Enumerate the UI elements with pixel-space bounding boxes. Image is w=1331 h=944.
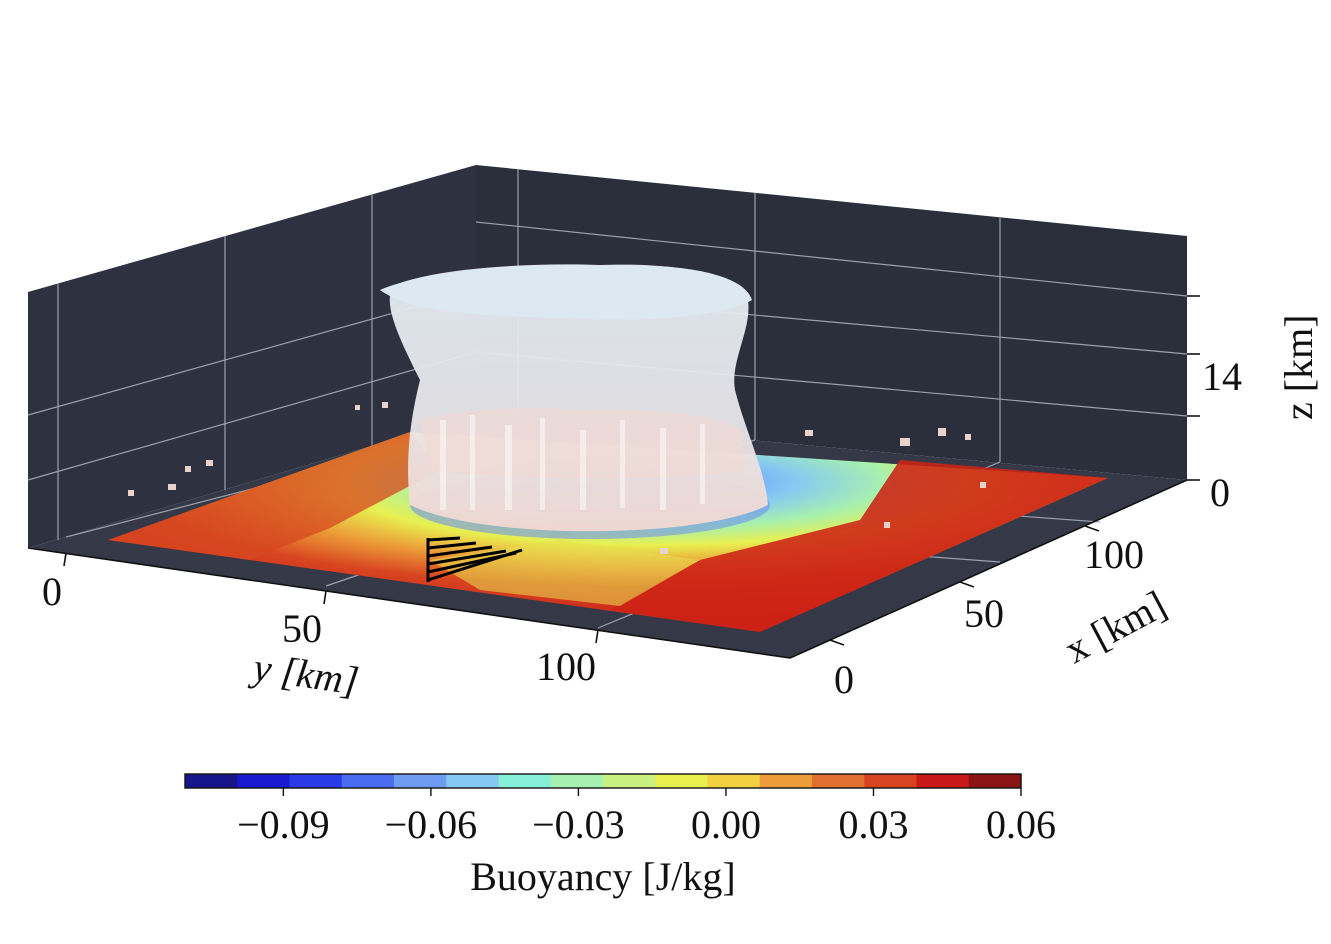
colorbar-frame <box>184 773 1022 789</box>
x-tick-labels: 0 50 100 <box>834 532 1144 702</box>
y-tick-0: 0 <box>42 569 62 614</box>
z-axis-title: z [km] <box>1276 314 1321 420</box>
colorbar: −0.09 −0.06 −0.03 0.00 0.03 0.06 Buoyancy [J/… <box>184 773 1056 899</box>
colorbar-tick-label: −0.03 <box>532 802 625 847</box>
z-tick-labels: 0 14 <box>1202 354 1242 515</box>
colorbar-segment <box>446 774 500 788</box>
colorbar-segment <box>916 774 970 788</box>
colorbar-segment <box>341 774 395 788</box>
cloud-isosurface <box>128 264 986 554</box>
colorbar-segment <box>394 774 447 788</box>
surface-warm-left <box>108 432 440 560</box>
colorbar-segment <box>707 774 761 788</box>
colorbar-title: Buoyancy [J/kg] <box>470 854 736 899</box>
x-axis-title: x [km] <box>1057 582 1173 672</box>
colorbar-tick-label: 0.06 <box>986 802 1056 847</box>
colorbar-tick-label: −0.09 <box>237 802 330 847</box>
x-tick-0: 0 <box>834 657 854 702</box>
colorbar-segment <box>603 774 656 788</box>
colorbar-tick-label: 0.03 <box>838 802 908 847</box>
colorbar-segment <box>655 774 709 788</box>
y-tick-100: 100 <box>536 644 596 689</box>
colorbar-segment <box>289 774 343 788</box>
x-tick-50: 50 <box>964 591 1004 636</box>
colorbar-segment <box>968 774 1022 788</box>
colorbar-segment <box>498 774 552 788</box>
colorbar-ticks: −0.09 −0.06 −0.03 0.00 0.03 0.06 <box>237 788 1056 847</box>
y-tick-labels: 0 50 100 <box>42 569 596 689</box>
colorbar-segment <box>759 774 813 788</box>
z-tick-0: 0 <box>1210 470 1230 515</box>
colorbar-segment <box>812 774 865 788</box>
colorbar-segment <box>550 774 604 788</box>
colorbar-segment <box>185 774 238 788</box>
y-axis-title: y [km] <box>247 644 362 704</box>
axis-edges <box>27 479 1188 659</box>
back-pane-left <box>28 165 476 548</box>
colorbar-segment <box>864 774 918 788</box>
sample-lines <box>426 536 523 582</box>
surface-warm-right <box>610 460 1108 632</box>
colorbar-segment <box>237 774 291 788</box>
colorbar-segments <box>185 774 1022 788</box>
axes-3d <box>27 165 1200 659</box>
x-tick-100: 100 <box>1084 532 1144 577</box>
y-tick-50: 50 <box>282 606 322 651</box>
colorbar-tick-label: −0.06 <box>385 802 478 847</box>
z-tick-14: 14 <box>1202 354 1242 399</box>
tick-marks <box>63 295 1200 646</box>
colorbar-tick-label: 0.00 <box>691 802 761 847</box>
